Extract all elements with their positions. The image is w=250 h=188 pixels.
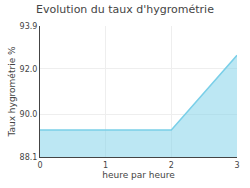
svg-text:1: 1 (103, 161, 108, 170)
svg-text:3: 3 (234, 161, 239, 170)
svg-text:2: 2 (169, 161, 174, 170)
svg-text:Taux hygrométrie %: Taux hygrométrie % (7, 46, 17, 138)
svg-text:heure par heure: heure par heure (102, 170, 175, 180)
svg-text:88.1: 88.1 (20, 153, 38, 162)
svg-text:0: 0 (37, 161, 42, 170)
svg-text:92.0: 92.0 (20, 65, 38, 74)
svg-text:93.9: 93.9 (20, 22, 38, 31)
svg-text:90.0: 90.0 (20, 110, 38, 119)
svg-text:Evolution du taux d'hygrométri: Evolution du taux d'hygrométrie (36, 3, 214, 16)
